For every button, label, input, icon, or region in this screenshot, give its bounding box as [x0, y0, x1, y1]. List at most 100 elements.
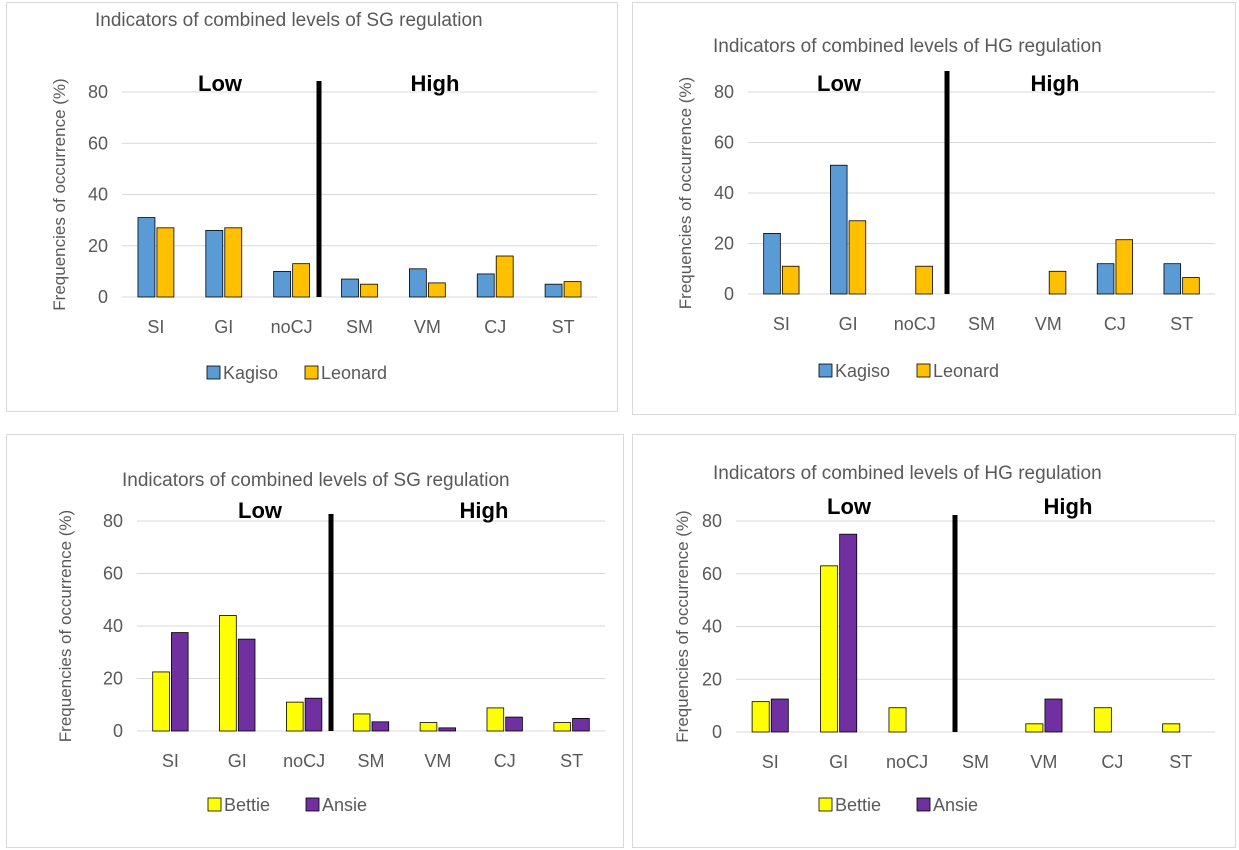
bar-kagiso-cj	[1096, 263, 1115, 295]
region-label-low: Low	[817, 71, 862, 96]
bar-leonard-gi	[224, 227, 243, 298]
x-tick-label: GI	[839, 314, 858, 334]
bar-bettie-cj	[486, 707, 505, 732]
legend-label-bettie: Bettie	[835, 795, 881, 815]
region-label-high: High	[1044, 494, 1093, 519]
bar-bettie-gi	[219, 615, 237, 732]
bar-leonard-cj	[1115, 239, 1134, 295]
bar-leonard-vm	[427, 282, 446, 298]
region-label-high: High	[1031, 71, 1080, 96]
y-tick-label: 60	[88, 133, 108, 153]
bar-kagiso-st	[1163, 263, 1182, 295]
legend-swatch-ansie	[305, 797, 320, 812]
chart-title: Indicators of combined levels of HG regu…	[713, 36, 1102, 57]
x-tick-label: noCJ	[283, 751, 325, 771]
y-tick-label: 60	[714, 133, 734, 153]
x-tick-label: GI	[214, 317, 233, 337]
x-tick-label: VM	[1030, 752, 1057, 772]
bar-bettie-si	[152, 671, 170, 732]
x-tick-label: SI	[147, 317, 164, 337]
bar-bettie-st	[1162, 723, 1181, 733]
bar-leonard-si	[156, 227, 175, 298]
x-tick-label: VM	[414, 317, 441, 337]
x-tick-label: SM	[346, 317, 373, 337]
legend-swatch-leonard	[916, 363, 931, 378]
y-tick-label: 40	[88, 185, 108, 205]
bar-ansie-cj	[505, 716, 523, 732]
y-axis-label: Frequencies of occurrence (%)	[50, 78, 69, 310]
legend-swatch-bettie	[207, 797, 222, 812]
x-tick-label: CJ	[1104, 314, 1126, 334]
legend-label-ansie: Ansie	[933, 795, 978, 815]
y-tick-label: 40	[714, 183, 734, 203]
x-tick-label: VM	[1035, 314, 1062, 334]
chart-title: Indicators of combined levels of SG regu…	[122, 470, 510, 491]
bar-kagiso-vm	[408, 268, 427, 298]
legend-label-leonard: Leonard	[933, 361, 999, 381]
bar-ansie-gi	[237, 638, 256, 732]
bar-leonard-si	[781, 265, 800, 295]
bar-kagiso-si	[763, 232, 781, 295]
bar-ansie-nocj	[304, 697, 323, 732]
bar-leonard-gi	[848, 220, 867, 295]
legend-swatch-leonard	[304, 365, 319, 380]
bar-leonard-st	[563, 281, 582, 298]
x-tick-label: ST	[1170, 314, 1193, 334]
bar-leonard-nocj	[292, 263, 311, 298]
bar-bettie-vm	[419, 722, 438, 732]
bar-ansie-st	[572, 717, 590, 732]
bar-kagiso-st	[544, 283, 563, 298]
y-tick-label: 0	[98, 287, 108, 307]
legend-swatch-bettie	[818, 797, 833, 812]
bar-leonard-nocj	[915, 265, 933, 295]
x-tick-label: noCJ	[271, 317, 313, 337]
x-tick-label: SI	[162, 751, 179, 771]
region-label-low: Low	[198, 71, 243, 96]
bar-kagiso-gi	[829, 164, 848, 295]
bar-leonard-sm	[360, 283, 378, 298]
bar-ansie-vm	[438, 727, 456, 732]
bar-leonard-cj	[495, 255, 514, 298]
y-axis-label: Frequencies of occurrence (%)	[673, 510, 692, 742]
y-tick-label: 20	[88, 236, 108, 256]
chart-svg: Indicators of combined levels of SG regu…	[56, 470, 605, 815]
y-tick-label: 60	[103, 564, 123, 584]
x-tick-label: GI	[228, 751, 247, 771]
y-tick-label: 0	[113, 721, 123, 741]
chart-svg: Indicators of combined levels of SG regu…	[50, 10, 597, 383]
chart-title: Indicators of combined levels of HG regu…	[713, 463, 1102, 484]
legend-label-bettie: Bettie	[224, 795, 270, 815]
legend-label-kagiso: Kagiso	[223, 363, 278, 383]
y-tick-label: 80	[88, 82, 108, 102]
bar-bettie-si	[751, 701, 770, 733]
chart-panel-hg-bettie-ansie: Indicators of combined levels of HG regu…	[632, 434, 1236, 848]
bar-leonard-st	[1182, 277, 1200, 295]
bar-bettie-nocj	[888, 707, 907, 733]
bar-kagiso-sm	[341, 278, 359, 298]
x-tick-label: CJ	[484, 317, 506, 337]
legend-label-ansie: Ansie	[322, 795, 367, 815]
chart-svg: Indicators of combined levels of HG regu…	[673, 463, 1215, 815]
region-label-high: High	[411, 71, 460, 96]
y-tick-label: 20	[103, 669, 123, 689]
y-tick-label: 20	[702, 669, 722, 689]
y-tick-label: 0	[724, 284, 734, 304]
legend-swatch-kagiso	[818, 363, 833, 378]
x-tick-label: SI	[762, 752, 779, 772]
x-tick-label: ST	[552, 317, 575, 337]
legend-swatch-kagiso	[206, 365, 221, 380]
x-tick-label: VM	[424, 751, 451, 771]
y-axis-label: Frequencies of occurrence (%)	[56, 510, 75, 742]
y-tick-label: 40	[702, 617, 722, 637]
bar-ansie-si	[171, 632, 189, 732]
y-tick-label: 60	[702, 564, 722, 584]
x-tick-label: SM	[962, 752, 989, 772]
x-tick-label: CJ	[494, 751, 516, 771]
chart-title: Indicators of combined levels of SG regu…	[95, 10, 483, 31]
bar-bettie-vm	[1025, 723, 1044, 733]
y-tick-label: 80	[103, 511, 123, 531]
x-tick-label: GI	[829, 752, 848, 772]
legend-swatch-ansie	[916, 797, 931, 812]
bar-leonard-vm	[1048, 270, 1067, 295]
x-tick-label: CJ	[1101, 752, 1123, 772]
